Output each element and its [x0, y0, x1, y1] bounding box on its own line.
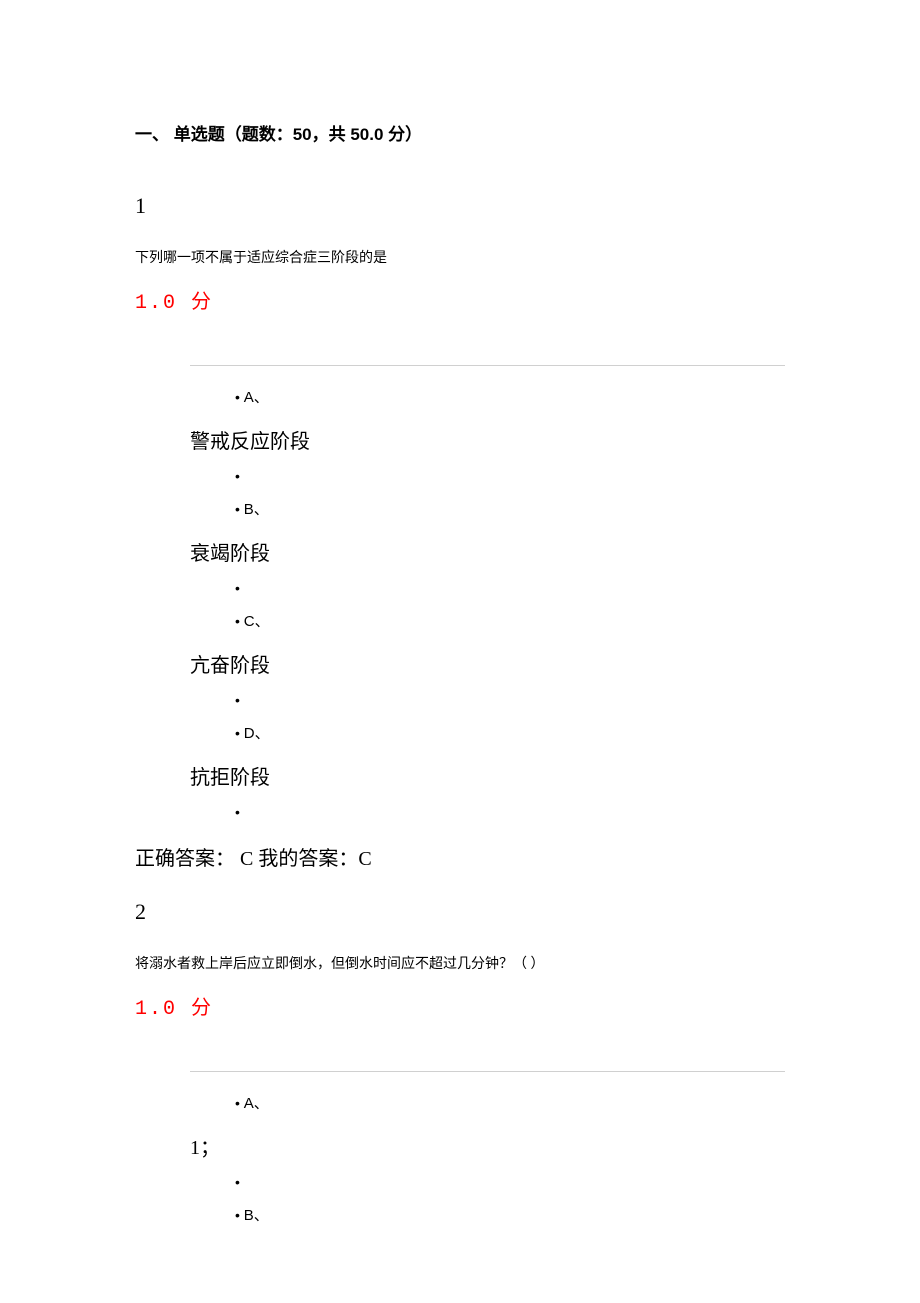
- options-block: A、 1； • B、: [190, 1071, 785, 1225]
- option-letter: A、: [235, 386, 785, 407]
- option-letter: A、: [235, 1092, 785, 1113]
- blank-bullet: •: [235, 468, 785, 484]
- question-text: 下列哪一项不属于适应综合症三阶段的是: [135, 247, 785, 267]
- option-letter: C、: [235, 610, 785, 631]
- blank-bullet: •: [235, 804, 785, 820]
- blank-bullet: •: [235, 580, 785, 596]
- options-block: A、 警戒反应阶段 • B、 衰竭阶段 • C、 亢奋阶段 • D、 抗拒阶段 …: [190, 365, 785, 820]
- option-text: 1；: [190, 1131, 785, 1160]
- option-text: 警戒反应阶段: [190, 425, 785, 454]
- question-score: 1.0 分: [135, 285, 785, 315]
- option-letter: B、: [235, 1204, 785, 1225]
- option-text: 抗拒阶段: [190, 761, 785, 790]
- correct-answer-label: 正确答案：: [135, 848, 235, 870]
- my-answer-label: 我的答案：: [258, 848, 358, 870]
- my-answer: C: [358, 848, 371, 870]
- document-page: 一、 单选题（题数：50，共 50.0 分） 1 下列哪一项不属于适应综合症三阶…: [0, 0, 920, 1303]
- question-block: 1 下列哪一项不属于适应综合症三阶段的是 1.0 分 A、 警戒反应阶段 • B…: [135, 193, 785, 871]
- option-text: 亢奋阶段: [190, 649, 785, 678]
- question-score: 1.0 分: [135, 991, 785, 1021]
- question-block: 2 将溺水者救上岸后应立即倒水，但倒水时间应不超过几分钟？（ ） 1.0 分 A…: [135, 899, 785, 1225]
- option-letter: B、: [235, 498, 785, 519]
- correct-answer: C: [240, 848, 253, 870]
- section-header: 一、 单选题（题数：50，共 50.0 分）: [135, 120, 785, 145]
- blank-bullet: •: [235, 692, 785, 708]
- option-letter: D、: [235, 722, 785, 743]
- answer-line: 正确答案： C 我的答案：C: [135, 842, 785, 871]
- option-text: 衰竭阶段: [190, 537, 785, 566]
- question-number: 2: [135, 899, 785, 925]
- blank-bullet: •: [235, 1174, 785, 1190]
- question-text: 将溺水者救上岸后应立即倒水，但倒水时间应不超过几分钟？（ ）: [135, 953, 785, 973]
- question-number: 1: [135, 193, 785, 219]
